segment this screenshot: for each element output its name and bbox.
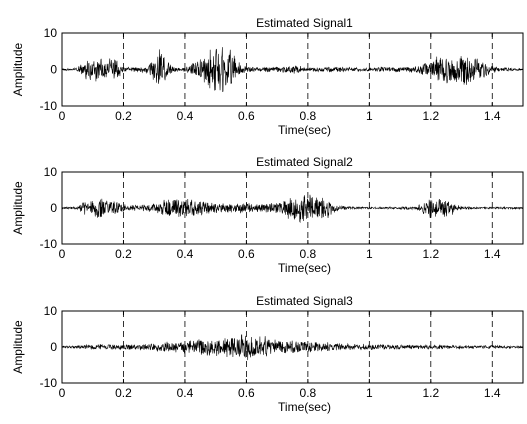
x-tick-label-3-7: 1.4 bbox=[484, 386, 501, 400]
signal-trace-2 bbox=[61, 194, 524, 224]
y-tick-label-3-1: 0 bbox=[50, 340, 57, 354]
chart-title-3: Estimated Signal3 bbox=[256, 294, 353, 308]
x-tick-label-3-1: 0.2 bbox=[115, 386, 132, 400]
x-tick-label-2-2: 0.4 bbox=[177, 247, 194, 261]
x-tick-label-3-0: 0 bbox=[59, 386, 66, 400]
x-tick-label-2-4: 0.8 bbox=[300, 247, 317, 261]
chart-title-1: Estimated Signal1 bbox=[256, 16, 353, 30]
x-axis-label-1: Time(sec) bbox=[278, 123, 331, 137]
y-axis-label-1: Amplitude bbox=[11, 43, 25, 97]
x-axis-label-2: Time(sec) bbox=[278, 261, 331, 275]
y-axis-label-3: Amplitude bbox=[11, 320, 25, 374]
x-tick-label-2-0: 0 bbox=[59, 247, 66, 261]
x-tick-label-3-6: 1.2 bbox=[422, 386, 439, 400]
x-tick-label-1-4: 0.8 bbox=[300, 109, 317, 123]
x-tick-label-2-3: 0.6 bbox=[238, 247, 255, 261]
x-tick-label-2-1: 0.2 bbox=[115, 247, 132, 261]
x-tick-label-2-5: 1 bbox=[366, 247, 373, 261]
x-tick-label-2-7: 1.4 bbox=[484, 247, 501, 261]
x-tick-label-3-3: 0.6 bbox=[238, 386, 255, 400]
x-tick-label-1-7: 1.4 bbox=[484, 109, 501, 123]
x-tick-label-1-6: 1.2 bbox=[422, 109, 439, 123]
y-tick-label-1-2: -10 bbox=[40, 99, 58, 113]
y-tick-label-3-0: 10 bbox=[44, 304, 58, 318]
x-tick-label-3-4: 0.8 bbox=[300, 386, 317, 400]
x-tick-label-1-0: 0 bbox=[59, 109, 66, 123]
y-tick-label-2-1: 0 bbox=[50, 201, 57, 215]
y-tick-label-1-1: 0 bbox=[50, 63, 57, 77]
y-axis-label-2: Amplitude bbox=[11, 181, 25, 235]
x-tick-label-1-3: 0.6 bbox=[238, 109, 255, 123]
y-tick-label-3-2: -10 bbox=[40, 376, 58, 390]
x-tick-label-1-1: 0.2 bbox=[115, 109, 132, 123]
chart-title-2: Estimated Signal2 bbox=[256, 155, 353, 169]
x-tick-label-1-2: 0.4 bbox=[177, 109, 194, 123]
y-tick-label-2-2: -10 bbox=[40, 237, 58, 251]
y-tick-label-1-0: 10 bbox=[44, 26, 58, 40]
x-axis-label-3: Time(sec) bbox=[278, 400, 331, 414]
x-tick-label-2-6: 1.2 bbox=[422, 247, 439, 261]
x-tick-label-3-5: 1 bbox=[366, 386, 373, 400]
signal-trace-3 bbox=[61, 334, 524, 361]
x-tick-label-1-5: 1 bbox=[366, 109, 373, 123]
signal-trace-1 bbox=[61, 47, 524, 93]
x-tick-label-3-2: 0.4 bbox=[177, 386, 194, 400]
y-tick-label-2-0: 10 bbox=[44, 165, 58, 179]
